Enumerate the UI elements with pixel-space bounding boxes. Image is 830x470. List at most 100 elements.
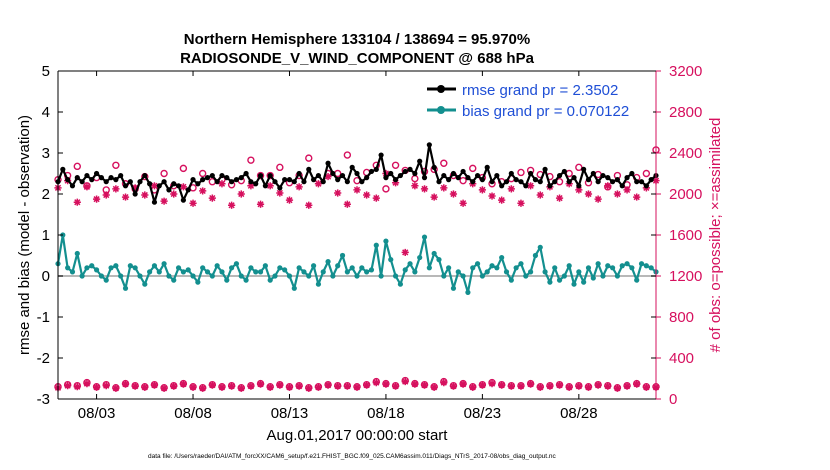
rmse-point bbox=[229, 179, 235, 185]
bias-point bbox=[590, 275, 596, 281]
bias-point bbox=[547, 279, 553, 285]
obs-assimilated-marker bbox=[131, 184, 139, 192]
legend-bias-marker bbox=[437, 106, 445, 114]
rmse-point bbox=[108, 175, 114, 181]
bias-point bbox=[619, 263, 625, 269]
obs-low-assimilated-marker bbox=[92, 383, 101, 391]
obs-low-assimilated-marker bbox=[324, 381, 332, 389]
bias-point bbox=[561, 273, 567, 279]
right-tick-label: 0 bbox=[669, 391, 677, 408]
rmse-point bbox=[354, 170, 360, 177]
rmse-point bbox=[156, 183, 162, 189]
rmse-point bbox=[392, 177, 399, 183]
bias-point bbox=[315, 281, 322, 287]
rmse-point bbox=[204, 175, 211, 181]
rmse-point bbox=[286, 177, 293, 183]
obs-low-assimilated-marker bbox=[64, 382, 72, 390]
rmse-point bbox=[537, 179, 543, 185]
rmse-point bbox=[296, 170, 302, 177]
bias-point bbox=[74, 250, 80, 257]
obs-possible-marker bbox=[305, 154, 313, 162]
obs-assimilated-marker bbox=[507, 185, 515, 193]
left-axis-label: rmse and bias (model - observation) bbox=[16, 115, 33, 355]
obs-assimilated-marker bbox=[411, 182, 419, 190]
bias-point bbox=[431, 250, 437, 257]
rmse-point bbox=[89, 177, 95, 183]
legend-box bbox=[423, 77, 653, 121]
obs-possible-marker bbox=[517, 168, 525, 177]
rmse-point bbox=[407, 166, 413, 172]
bias-point bbox=[441, 273, 447, 279]
obs-low-assimilated-marker bbox=[314, 383, 323, 391]
obs-assimilated-marker bbox=[112, 185, 120, 193]
obs-assimilated-marker bbox=[237, 190, 245, 198]
rmse-point bbox=[643, 183, 649, 189]
left-tick-label: 0 bbox=[42, 268, 50, 285]
obs-possible-marker bbox=[440, 159, 448, 167]
obs-assimilated-marker bbox=[160, 197, 168, 205]
x-tick-label: 08/13 bbox=[271, 405, 309, 422]
rmse-point bbox=[122, 183, 129, 189]
bias-point bbox=[479, 273, 485, 279]
obs-assimilated-marker bbox=[314, 180, 323, 188]
obs-low-assimilated-marker bbox=[459, 380, 467, 388]
obs-low-assimilated-marker bbox=[208, 381, 216, 389]
obs-low-assimilated-marker bbox=[575, 382, 583, 390]
bias-point bbox=[421, 234, 428, 240]
rmse-point bbox=[619, 183, 625, 189]
bias-point bbox=[257, 269, 264, 275]
rmse-point bbox=[426, 142, 432, 148]
obs-assimilated-marker bbox=[536, 191, 544, 199]
obs-assimilated-marker bbox=[295, 183, 303, 191]
bias-point bbox=[518, 261, 524, 267]
obs-assimilated-marker bbox=[372, 194, 380, 202]
bias-point bbox=[576, 269, 582, 275]
rmse-point bbox=[262, 183, 268, 189]
bias-point bbox=[161, 261, 167, 267]
obs-assimilated-marker bbox=[189, 199, 197, 207]
obs-low-assimilated-marker bbox=[411, 380, 419, 388]
bias-point bbox=[556, 277, 563, 283]
rmse-point bbox=[431, 164, 437, 170]
bias-point bbox=[368, 267, 375, 273]
bias-point bbox=[402, 267, 408, 273]
obs-assimilated-marker bbox=[459, 199, 467, 207]
obs-assimilated-marker bbox=[613, 190, 622, 198]
bias-point bbox=[474, 261, 481, 267]
bias-point bbox=[407, 261, 413, 267]
bias-point bbox=[571, 281, 577, 287]
obs-low-assimilated-marker bbox=[102, 382, 110, 390]
x-tick-label: 08/23 bbox=[464, 405, 502, 422]
right-tick-label: 2400 bbox=[669, 145, 702, 162]
rmse-point bbox=[65, 177, 71, 183]
bias-point bbox=[108, 265, 114, 271]
rmse-point bbox=[489, 179, 495, 185]
rmse-point bbox=[609, 179, 616, 185]
rmse-point bbox=[118, 172, 124, 179]
obs-low-assimilated-marker bbox=[382, 380, 390, 388]
obs-assimilated-marker bbox=[363, 191, 371, 199]
rmse-point bbox=[282, 177, 288, 183]
x-tick-label: 08/03 bbox=[78, 405, 116, 422]
obs-low-assimilated-marker bbox=[228, 382, 236, 390]
bias-point bbox=[98, 273, 105, 279]
rmse-point bbox=[561, 168, 567, 175]
obs-low-assimilated-marker bbox=[517, 382, 525, 390]
left-tick-label: 1 bbox=[42, 227, 50, 244]
rmse-point bbox=[214, 179, 220, 185]
bias-point bbox=[330, 273, 336, 279]
right-axis-ticks: 0 400 800 1200 1600 2000 2400 2800 3200 bbox=[656, 63, 702, 408]
bias-point bbox=[122, 285, 129, 291]
bias-point bbox=[243, 277, 249, 283]
obs-low-assimilated-marker bbox=[334, 382, 342, 390]
bias-point bbox=[373, 242, 379, 248]
rmse-point bbox=[98, 175, 105, 181]
bias-point bbox=[634, 277, 640, 283]
obs-assimilated-marker bbox=[150, 182, 159, 190]
bias-point bbox=[566, 263, 572, 269]
bias-point bbox=[494, 265, 500, 271]
left-axis-ticks: -3 -2 -1 0 1 2 3 4 5 bbox=[37, 63, 656, 408]
rmse-point bbox=[147, 181, 153, 187]
rmse-point bbox=[277, 185, 283, 191]
bias-point bbox=[600, 273, 606, 279]
